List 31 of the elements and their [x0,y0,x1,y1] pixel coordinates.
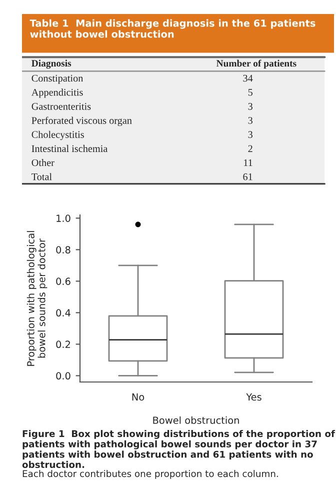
category-label: Cholecystitis [32,130,84,140]
text: Diagnosis [32,60,72,69]
x-tick-label: No [132,393,144,401]
category-label: Total [32,173,52,180]
y-tick-label: 0.4 [56,309,70,317]
x-axis-title: Bowel obstruction [153,416,239,424]
y-tick-label: 0.6 [56,278,70,285]
y-tick-label: 1.0 [56,214,70,222]
data-label: 61 [243,173,252,180]
y-tick-label: 0.8 [56,246,70,254]
data-label: 3 [248,131,252,138]
category-label: Gastroenteritis [32,103,91,110]
data-label: 2 [248,145,252,152]
category-label: Perforated viscous organ [32,116,132,126]
data-label: 5 [248,89,252,96]
y-tick-label: 0.0 [56,372,70,380]
data-label: 11 [244,159,252,166]
text: Each doctor contributes one proportion to each column. [22,470,278,479]
category-label: Constipation [32,74,84,84]
x-tick-label: Yes [246,393,262,401]
data-label: 3 [248,117,252,124]
data-label: 34 [243,74,253,82]
y-tick-label: 0.2 [56,340,70,348]
category-label: Other [32,159,54,166]
data-label: 3 [248,103,252,110]
text: Figure 1 Box plot showing distributions of the proportion of patients with pathological bowel sounds per doctor in 37 patients with bowel obstruction and 61 patients with no obstruction. [22,430,336,468]
category-label: Appendicitis [31,88,83,98]
text: Table 1 Main discharge diagnosis in the 61 patients without bowel obstruction [30,19,316,38]
text: Number of patients [216,60,296,69]
category-label: Intestinal ischemia [32,144,108,152]
y-axis-title: Proportion with pathological bowel sounds per doctor [26,231,48,366]
